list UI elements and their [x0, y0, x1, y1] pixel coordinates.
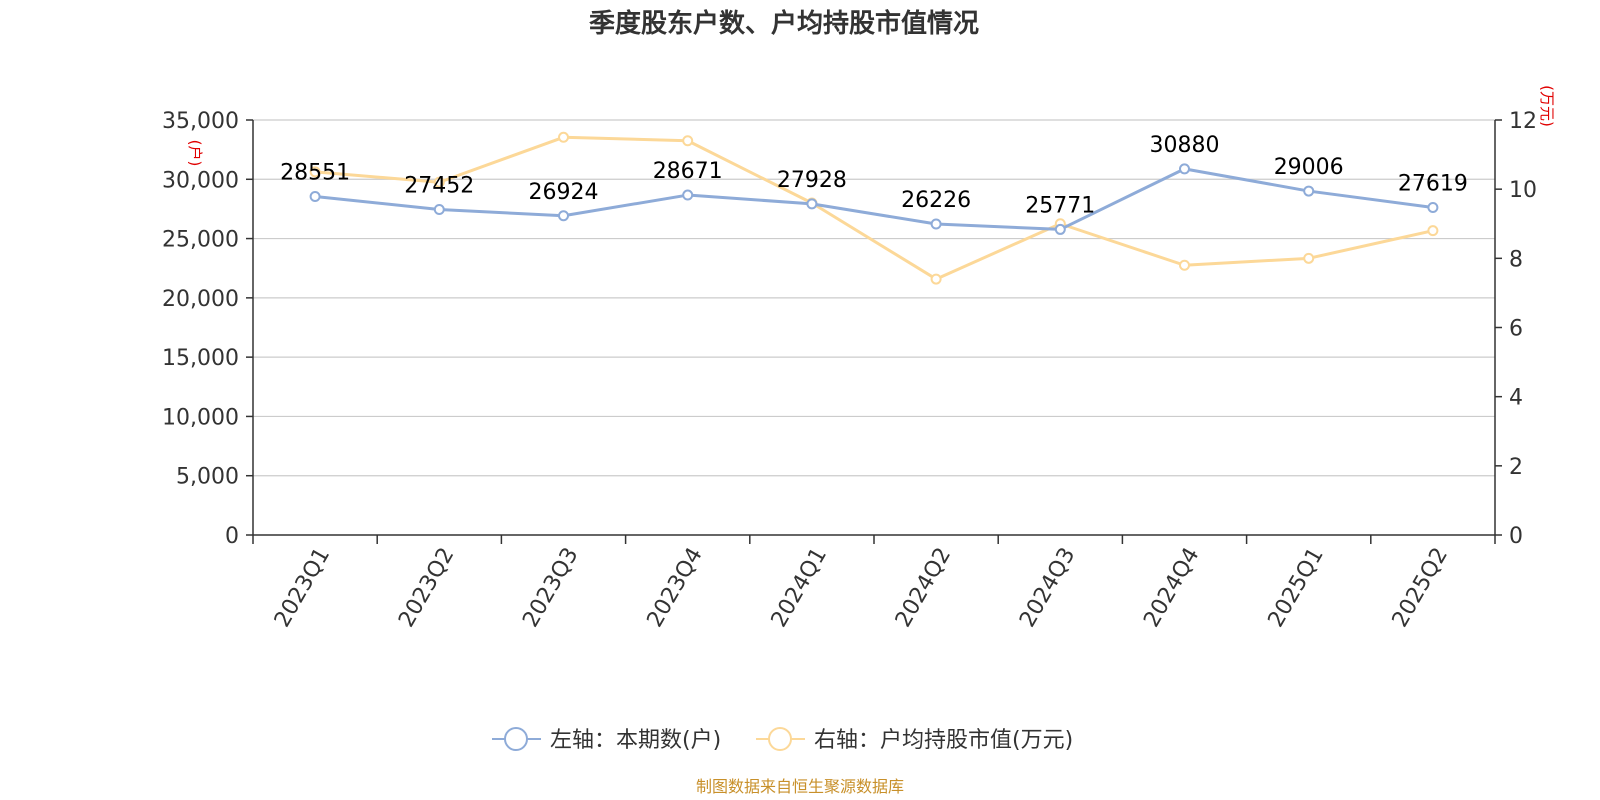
avg-value-point: [558, 131, 569, 143]
left-tick-label: 15,000: [162, 346, 239, 371]
right-tick-label: 2: [1509, 455, 1523, 480]
holders-point: [682, 189, 694, 201]
data-label: 27928: [777, 168, 847, 193]
source-note: 制图数据来自恒生聚源数据库: [696, 777, 904, 796]
avg-value-point: [1179, 259, 1190, 271]
x-tick-label: 2023Q3: [518, 544, 583, 632]
legend-right-label: 右轴：户均持股市值(万元): [814, 728, 1073, 753]
left-tick-label: 35,000: [162, 109, 239, 134]
holders-point: [433, 203, 445, 215]
x-tick-label: 2024Q1: [767, 544, 832, 632]
right-tick-label: 12: [1509, 109, 1537, 134]
holders-point: [1054, 223, 1066, 235]
x-tick-label: 2023Q1: [270, 544, 335, 632]
left-tick-label: 0: [225, 524, 239, 549]
x-tick-label: 2023Q4: [643, 544, 708, 632]
x-tick-label: 2023Q2: [394, 544, 459, 632]
right-tick-label: 0: [1509, 524, 1523, 549]
axes: 0 5,000 10,000 15,000 20,000 25,000 30,000 35,0…: [162, 109, 1537, 632]
left-tick-label: 30,000: [162, 168, 239, 193]
avg-value-point: [1303, 252, 1315, 264]
legend-left-marker: [504, 727, 528, 751]
holders-point: [309, 190, 321, 202]
data-label: 26924: [529, 180, 599, 205]
grid-lines: [253, 119, 1495, 477]
x-tick-label: 2024Q3: [1015, 544, 1080, 632]
avg-value-line: [314, 135, 1434, 281]
holders-point: [1427, 202, 1439, 214]
left-tick-label: 25,000: [162, 228, 239, 253]
x-tick-label: 2025Q2: [1388, 544, 1453, 632]
holders-point: [1179, 163, 1190, 175]
avg-value-point: [1427, 225, 1439, 237]
data-label: 29006: [1274, 155, 1344, 180]
legend-right-marker: [768, 727, 792, 751]
chart-title: 季度股东户数、户均持股市值情况: [589, 8, 979, 39]
data-label: 27619: [1398, 172, 1468, 197]
data-label: 27452: [404, 173, 474, 198]
data-label: 26226: [901, 188, 971, 213]
avg-value-point: [930, 273, 942, 285]
holders-point: [558, 210, 569, 222]
data-label: 28671: [653, 159, 723, 184]
data-label: 28551: [280, 160, 350, 185]
legend-item-left[interactable]: 左轴：本期数(户): [492, 727, 721, 753]
holders-point: [806, 198, 818, 210]
right-tick-label: 10: [1509, 178, 1537, 203]
legend: 左轴：本期数(户) 右轴：户均持股市值(万元): [492, 727, 1073, 753]
data-labels: 28551 27452 26924 28671 27928 26226 25771 30880…: [280, 133, 1468, 219]
right-tick-label: 4: [1509, 386, 1523, 411]
avg-value-point: [433, 176, 445, 188]
x-tick-label: 2024Q4: [1139, 544, 1204, 632]
holders-point: [1303, 185, 1315, 197]
left-tick-label: 5,000: [176, 465, 239, 490]
data-label: 25771: [1025, 193, 1095, 218]
left-tick-label: 20,000: [162, 287, 239, 312]
x-tick-label: 2024Q2: [891, 544, 956, 632]
left-tick-label: 10,000: [162, 405, 239, 430]
legend-left-label: 左轴：本期数(户): [550, 728, 721, 753]
avg-value-point: [309, 166, 321, 178]
right-tick-label: 6: [1509, 317, 1523, 342]
series-right: [309, 131, 1439, 285]
legend-item-right[interactable]: 右轴：户均持股市值(万元): [756, 727, 1073, 753]
x-tick-label: 2025Q1: [1264, 544, 1329, 632]
data-label: 30880: [1150, 133, 1220, 158]
right-tick-label: 8: [1509, 247, 1523, 272]
avg-value-point: [682, 135, 694, 147]
right-axis-unit: (万元): [1538, 85, 1556, 127]
series-left: [309, 163, 1439, 235]
left-axis-unit: (户): [186, 140, 204, 167]
holders-point: [930, 218, 942, 230]
holders-line: [314, 167, 1434, 231]
